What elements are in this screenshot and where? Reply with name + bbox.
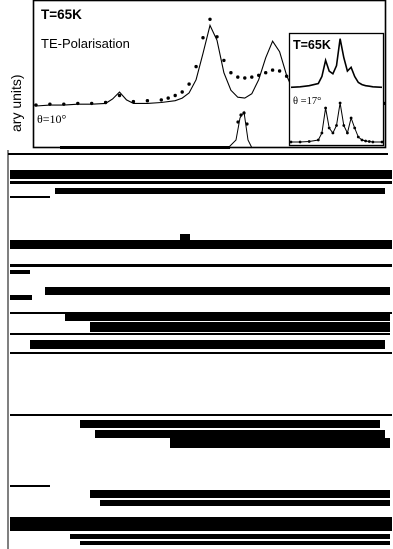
data-point: [243, 76, 247, 80]
inset-data-point: [320, 131, 324, 135]
inset-data-point: [324, 106, 327, 110]
data-point: [180, 90, 184, 94]
data-point: [145, 99, 150, 103]
data-point: [201, 36, 205, 40]
render-artifact-bar: [80, 541, 390, 545]
inset-data-point: [367, 140, 371, 143]
render-artifact-bar: [10, 414, 392, 416]
inset-data-point: [349, 116, 353, 120]
inset-data-point: [356, 135, 360, 139]
lower-panel-point: [239, 113, 243, 117]
render-artifact-bar: [10, 352, 392, 354]
inset-data-point: [342, 124, 346, 127]
render-artifact-bar: [30, 340, 385, 349]
inset-data-point: [335, 124, 338, 127]
render-artifact-bar: [10, 312, 392, 314]
render-artifact-bar: [55, 188, 385, 194]
lower-panel-point: [242, 111, 246, 115]
render-artifact-bar: [90, 322, 390, 332]
inset-plot-area: [289, 38, 384, 144]
render-artifact-bar: [10, 270, 30, 274]
render-artifact-bar: [10, 517, 392, 531]
inset-angle-annotation: θ =17°: [293, 96, 321, 107]
inset-panel-title: T=65K: [293, 38, 331, 52]
data-point: [159, 98, 163, 102]
render-artifact-bar: [90, 490, 390, 498]
render-artifact-bar: [10, 485, 50, 487]
glitched-render-area: [7, 146, 392, 549]
render-artifact-bar: [80, 420, 380, 428]
render-artifact-bar: [170, 438, 390, 448]
data-point: [229, 71, 233, 75]
render-artifact-bar: [60, 146, 230, 149]
main-panel-subtitle: TE-Polarisation: [41, 36, 130, 51]
render-artifact-bar: [10, 196, 50, 198]
data-point: [277, 69, 282, 73]
inset-series-line-0: [290, 38, 383, 89]
render-artifact-bar: [65, 314, 390, 321]
inset-data-point: [353, 126, 357, 130]
data-point: [173, 93, 177, 98]
render-artifact-bar: [10, 295, 32, 300]
render-artifact-bar: [8, 153, 388, 155]
render-artifact-bar: [10, 170, 392, 179]
inset-data-point: [298, 140, 302, 144]
inset-data-point: [327, 126, 331, 130]
data-point: [270, 68, 275, 72]
data-point: [117, 93, 122, 98]
inset-data-point: [289, 140, 293, 144]
render-artifact-bar: [100, 500, 390, 506]
lower-panel-point: [245, 122, 249, 126]
inset-data-point: [364, 139, 367, 143]
render-artifact-bar: [10, 181, 392, 184]
main-angle-annotation: θ=10°: [37, 112, 67, 126]
render-artifact-bar: [10, 264, 392, 267]
render-artifact-bar: [10, 333, 390, 335]
inset-data-point: [360, 138, 364, 142]
render-artifact-bar: [70, 534, 390, 539]
lower-panel-peak: [227, 110, 253, 149]
inset-data-point: [307, 140, 311, 143]
data-point: [250, 75, 254, 79]
data-point: [264, 71, 268, 75]
data-point: [208, 17, 212, 21]
render-artifact-bar: [10, 240, 392, 249]
inset-data-point: [371, 140, 375, 144]
render-artifact-bar: [95, 430, 385, 438]
inset-data-point: [338, 101, 342, 105]
render-artifact-bar: [45, 287, 390, 295]
inset-data-point: [380, 140, 384, 144]
lower-panel-point: [236, 120, 240, 124]
render-artifact-bar: [180, 234, 190, 240]
inset-data-point: [346, 131, 349, 135]
inset-data-point: [316, 138, 320, 142]
data-point: [194, 64, 198, 69]
main-panel-title: T=65K: [41, 7, 82, 22]
data-point: [222, 58, 226, 63]
data-point: [236, 75, 240, 79]
inset-data-point: [331, 131, 335, 135]
y-axis-label: ary units): [8, 74, 24, 132]
data-point: [166, 96, 170, 100]
data-point: [187, 82, 191, 86]
